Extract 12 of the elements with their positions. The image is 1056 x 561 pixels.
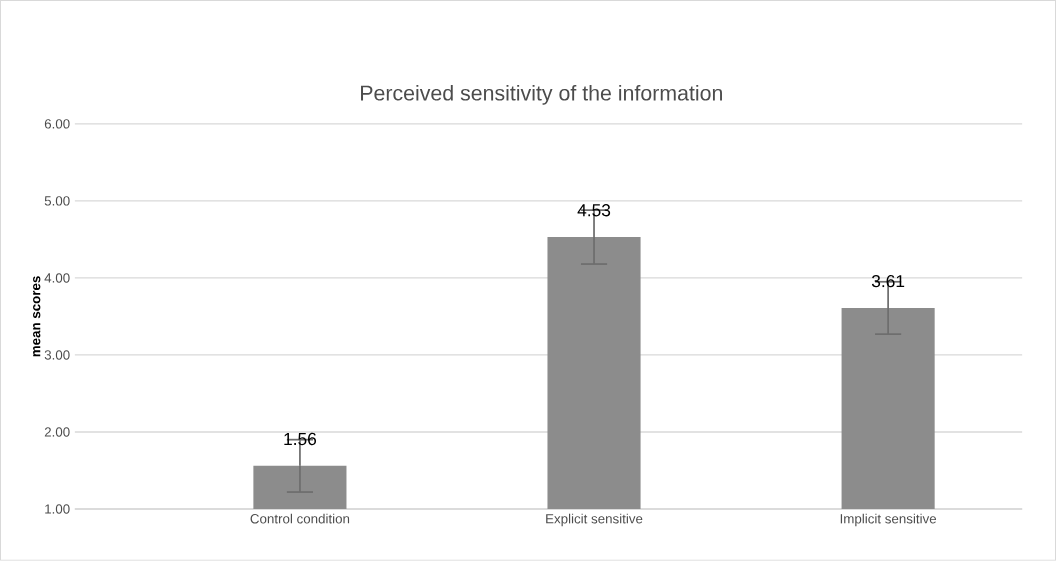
x-tick-label: Control condition [250,513,350,524]
data-label: 3.61 [871,275,905,288]
y-tick-label: 4.00 [44,273,70,283]
x-tick-label: Explicit sensitive [546,513,643,527]
y-axis-title: mean scores [33,276,41,357]
y-tick-label: 6.00 [44,119,70,129]
x-tick-label: Implicit sensitive [840,513,937,527]
y-tick-label: 5.00 [44,196,70,206]
y-tick-label: 3.00 [44,350,70,360]
chart-title: Perceived sensitivity of the information [361,85,722,105]
y-tick-label: 2.00 [44,427,70,437]
y-tick-label: 1.00 [45,504,70,514]
